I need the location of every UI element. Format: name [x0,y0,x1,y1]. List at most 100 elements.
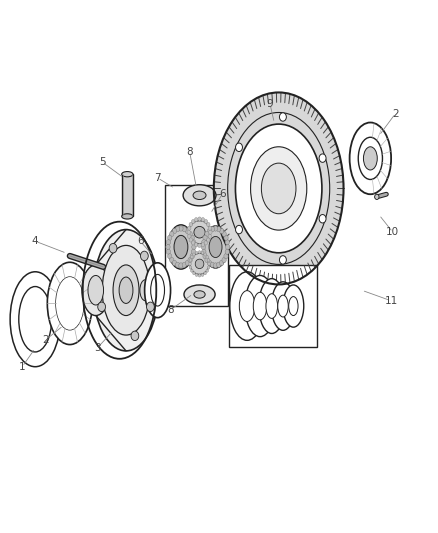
Circle shape [194,243,198,247]
Ellipse shape [168,225,194,269]
Bar [165,185,228,306]
Circle shape [166,239,170,245]
Circle shape [204,220,208,224]
Circle shape [179,263,183,268]
Ellipse shape [271,282,295,330]
Circle shape [216,262,221,268]
Circle shape [141,251,148,261]
Bar [229,265,317,346]
Text: 8: 8 [167,305,174,315]
Circle shape [147,302,154,312]
Circle shape [194,217,198,222]
Circle shape [225,249,230,254]
Ellipse shape [113,265,139,316]
Ellipse shape [261,163,296,214]
Circle shape [207,260,212,265]
Circle shape [222,231,226,237]
Circle shape [216,227,221,232]
Ellipse shape [140,280,151,301]
Circle shape [192,244,196,249]
Circle shape [109,244,117,253]
Circle shape [190,254,194,259]
Circle shape [204,241,208,245]
Circle shape [189,238,193,242]
Ellipse shape [82,265,110,316]
Circle shape [166,249,170,254]
Circle shape [206,269,208,272]
Ellipse shape [189,221,210,244]
Circle shape [193,272,195,275]
Ellipse shape [88,276,103,305]
Text: 11: 11 [385,296,398,306]
Text: 10: 10 [386,227,399,237]
Text: 2: 2 [392,109,399,118]
Circle shape [201,243,205,247]
Ellipse shape [203,226,228,268]
Circle shape [189,266,192,269]
Ellipse shape [350,123,391,194]
Circle shape [187,234,191,238]
Circle shape [191,220,195,224]
Circle shape [168,235,172,240]
Text: 5: 5 [99,157,106,167]
Text: 4: 4 [32,236,39,246]
Ellipse shape [209,237,222,257]
Circle shape [187,226,191,230]
Circle shape [222,257,226,263]
Ellipse shape [253,292,267,320]
Circle shape [201,249,206,254]
Circle shape [208,234,212,238]
Ellipse shape [52,270,88,337]
Circle shape [176,227,180,232]
Ellipse shape [119,277,133,303]
Ellipse shape [364,147,377,170]
Circle shape [213,263,218,268]
Circle shape [374,194,379,199]
Text: 7: 7 [154,173,161,183]
Ellipse shape [56,277,84,330]
Circle shape [207,259,210,262]
Ellipse shape [174,236,188,259]
Circle shape [207,238,210,242]
Circle shape [205,257,209,263]
Ellipse shape [193,191,206,199]
Ellipse shape [10,272,60,367]
Text: 1: 1 [19,362,25,372]
Ellipse shape [194,291,205,298]
Circle shape [191,249,196,254]
Circle shape [187,230,191,235]
Ellipse shape [184,285,215,304]
Circle shape [226,244,230,249]
Circle shape [225,239,230,245]
Text: 6: 6 [137,236,144,246]
Circle shape [189,222,193,227]
Circle shape [198,274,201,277]
Ellipse shape [19,287,52,352]
Circle shape [176,262,180,268]
Circle shape [236,143,243,151]
Ellipse shape [358,138,382,180]
Circle shape [198,251,201,254]
Circle shape [185,260,190,265]
Ellipse shape [195,259,204,269]
Ellipse shape [122,172,133,177]
Ellipse shape [122,214,133,219]
Circle shape [188,257,192,263]
Circle shape [201,273,204,277]
Circle shape [208,226,212,230]
Ellipse shape [283,285,304,327]
Circle shape [193,253,195,256]
Text: 9: 9 [267,99,273,109]
Circle shape [190,235,194,240]
Ellipse shape [214,92,343,285]
Circle shape [185,228,190,233]
Circle shape [170,231,174,237]
Circle shape [179,226,183,231]
Circle shape [191,269,193,272]
Bar [122,174,133,216]
Circle shape [172,260,177,265]
Circle shape [319,154,326,163]
Ellipse shape [190,253,209,274]
Circle shape [182,262,187,268]
Ellipse shape [251,147,307,230]
